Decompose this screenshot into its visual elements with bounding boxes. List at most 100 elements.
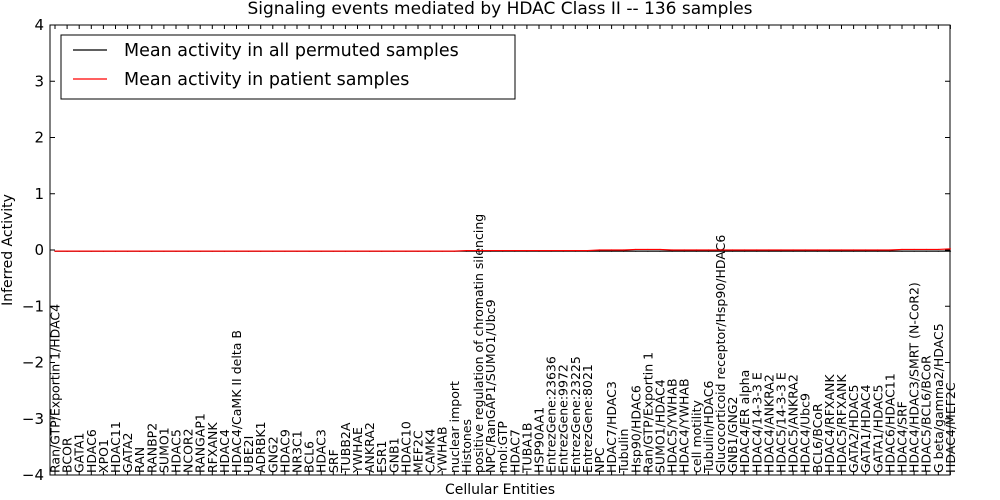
data-point [611,250,613,252]
y-tick-label: 4 [34,16,44,34]
y-tick-label: −1 [22,297,44,315]
data-point [260,250,262,252]
data-point [744,249,746,251]
data-point [901,248,903,251]
x-tick-label: GNB1/GNG2 [725,397,740,473]
y-tick-label: −3 [22,410,44,428]
x-tick-label: HDAC5/YWHAB [665,378,680,473]
data-point [865,250,867,252]
data-point [78,250,80,252]
data-point [865,249,867,251]
data-point [356,250,359,252]
data-point [732,250,734,252]
data-point [526,249,528,252]
data-point [187,250,189,252]
x-tick-label: positive regulation of chromatin silenci… [471,214,486,473]
x-tick-label: Ran/GTP/Exportin 1 [640,352,655,473]
data-point [417,250,419,252]
data-point [756,250,758,252]
data-point [816,249,818,251]
data-point [937,250,939,252]
data-point [235,250,238,252]
x-tick-label: EntrezGene:23636 [544,356,559,473]
data-point [598,249,601,251]
x-tick-label: GATA1/HDAC5 [870,385,885,473]
data-point [683,249,685,251]
data-point [949,250,952,252]
x-tick-label: NCOR2 [181,428,196,473]
data-point [792,250,794,252]
data-point [780,249,782,251]
x-tick-label: Tubulin [616,429,631,474]
x-tick-label: HDAC6/HDAC11 [882,373,897,473]
x-tick-label: HDAC7 [507,429,522,473]
y-tick-label: 1 [34,185,44,203]
data-point [659,250,661,252]
data-point [550,249,552,252]
data-point [853,250,855,252]
data-point [647,250,649,252]
x-tick-label: HDAC4/14-3-3 E [749,372,764,473]
x-tick-label: BCOR [60,437,75,473]
x-tick-label: HDAC5/BCL6/BCoR [919,355,934,473]
data-point [381,250,383,252]
x-tick-label: EntrezGene:23225 [568,356,583,473]
x-tick-label: Glucocorticoid receptor/Hsp90/HDAC6 [713,235,728,473]
x-tick-label: YWHAE [350,427,365,474]
x-tick-label: HDAC4/MEF2C [943,382,958,473]
data-point [102,250,104,252]
data-point [719,249,722,251]
data-point [623,249,625,251]
x-tick-label: SRF [326,449,341,473]
x-tick-label: EntrezGene:8021 [580,364,595,473]
legend: Mean activity in all permuted samples Mea… [60,34,516,100]
legend-box [60,34,516,100]
data-point [477,249,480,252]
x-tick-label: Ran/GTP/Exportin 1/HDAC4 [48,304,63,473]
data-point [284,250,286,252]
x-tick-label: XPO1 [96,439,111,473]
data-point [514,249,516,252]
x-tick-label: HDAC4/ER alpha [737,370,752,473]
legend-label: Mean activity in patient samples [124,70,409,90]
x-tick-label: RAN [132,447,147,473]
data-point [828,250,831,252]
y-tick-label: 0 [34,241,44,259]
x-tick-label: HDAC10 [398,421,413,473]
data-point [538,249,540,252]
x-tick-label: CAMK4 [423,429,438,473]
data-point [344,250,346,252]
data-point [889,249,891,251]
data-point [296,250,298,252]
x-tick-label: mol:GTP [495,421,510,473]
data-point [308,250,310,252]
x-tick-label: SUMO1 [156,427,171,473]
data-point [780,250,782,252]
data-point [490,249,492,252]
chart-title: Signaling events mediated by HDAC Class … [247,0,752,19]
x-tick-label: Tubulin/HDAC6 [701,381,716,474]
data-point [937,248,939,251]
data-point [828,249,831,251]
data-point [913,248,915,251]
x-tick-label: TUBB2A [338,422,353,474]
data-point [90,250,92,252]
data-point [889,250,891,252]
y-tick-label: −4 [22,466,44,484]
x-tick-label: MEF2C [411,430,426,473]
x-tick-label: ADRBK1 [253,421,268,473]
data-point [659,248,661,251]
x-tick-label: SUMO1/HDAC4 [653,379,668,473]
data-point [647,248,649,251]
data-point [429,250,431,252]
x-tick-label: TUBA1B [519,423,534,474]
data-point [332,250,334,252]
x-axis-label: Cellular Entities [445,482,555,498]
x-tick-label: GATA2/HDAC5 [846,385,861,473]
x-tick-label: GATA1/HDAC4 [858,384,873,473]
x-tick-label: HDAC11 [108,421,123,473]
data-point [804,249,806,251]
x-tick-label: YWHAB [435,426,450,474]
x-tick-label: GNB1 [386,437,401,473]
data-point [707,249,710,251]
